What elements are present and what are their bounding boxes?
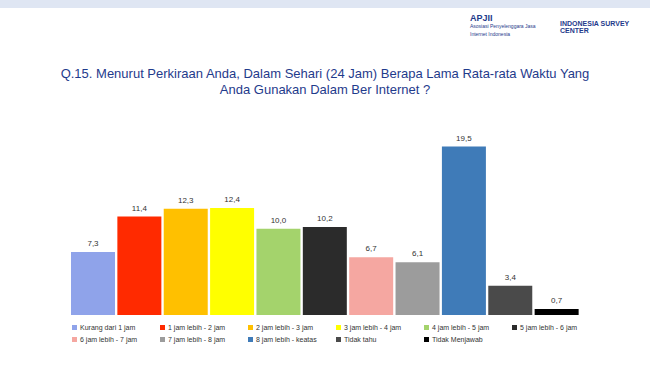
svg-text:7,3: 7,3 <box>87 239 99 248</box>
svg-text:6,7: 6,7 <box>366 244 378 253</box>
svg-text:12,3: 12,3 <box>178 196 194 205</box>
html-text:1 jam lebih - 2 jam: 1 jam lebih - 2 jam <box>168 323 226 331</box>
html-text:7 jam lebih - 8 jam: 7 jam lebih - 8 jam <box>168 335 226 343</box>
html-text:APJII: APJII <box>470 13 493 23</box>
svg-text:10,0: 10,0 <box>271 216 287 225</box>
html-text:INDONESIA SURVEY CENTER: INDONESIA SURVEY CENTER <box>560 20 630 34</box>
html-text:4 jam lebih - 5 jam: 4 jam lebih - 5 jam <box>432 323 490 331</box>
html-text:Tidak Menjawab: Tidak Menjawab <box>432 335 483 343</box>
html-text:8 jam lebih - keatas: 8 jam lebih - keatas <box>256 335 317 343</box>
svg-text:19,5: 19,5 <box>456 134 472 143</box>
svg-text:6,1: 6,1 <box>412 249 424 258</box>
svg-text:11,4: 11,4 <box>132 204 148 213</box>
html-text:Asosiasi Penyelenggara Jasa In: Asosiasi Penyelenggara Jasa Internet Ind… <box>470 23 536 37</box>
html-text:Tidak tahu: Tidak tahu <box>344 335 377 343</box>
svg-text:12,4: 12,4 <box>224 195 240 204</box>
html-text:Q.15. Menurut Perkiraan Anda,: Q.15. Menurut Perkiraan Anda, Dalam Seha… <box>60 66 590 97</box>
html-text:5 jam lebih - 6 jam: 5 jam lebih - 6 jam <box>520 323 578 331</box>
html-text:6 jam lebih - 7 jam: 6 jam lebih - 7 jam <box>80 335 138 343</box>
svg-text:0,7: 0,7 <box>551 296 563 305</box>
svg-text:10,2: 10,2 <box>317 214 333 223</box>
html-text:3 jam lebih - 4 jam: 3 jam lebih - 4 jam <box>344 323 402 331</box>
svg-text:3,4: 3,4 <box>505 273 517 282</box>
html-text:Kurang dari 1 jam: Kurang dari 1 jam <box>80 323 136 331</box>
html-text:2 jam lebih - 3 jam: 2 jam lebih - 3 jam <box>256 323 314 331</box>
